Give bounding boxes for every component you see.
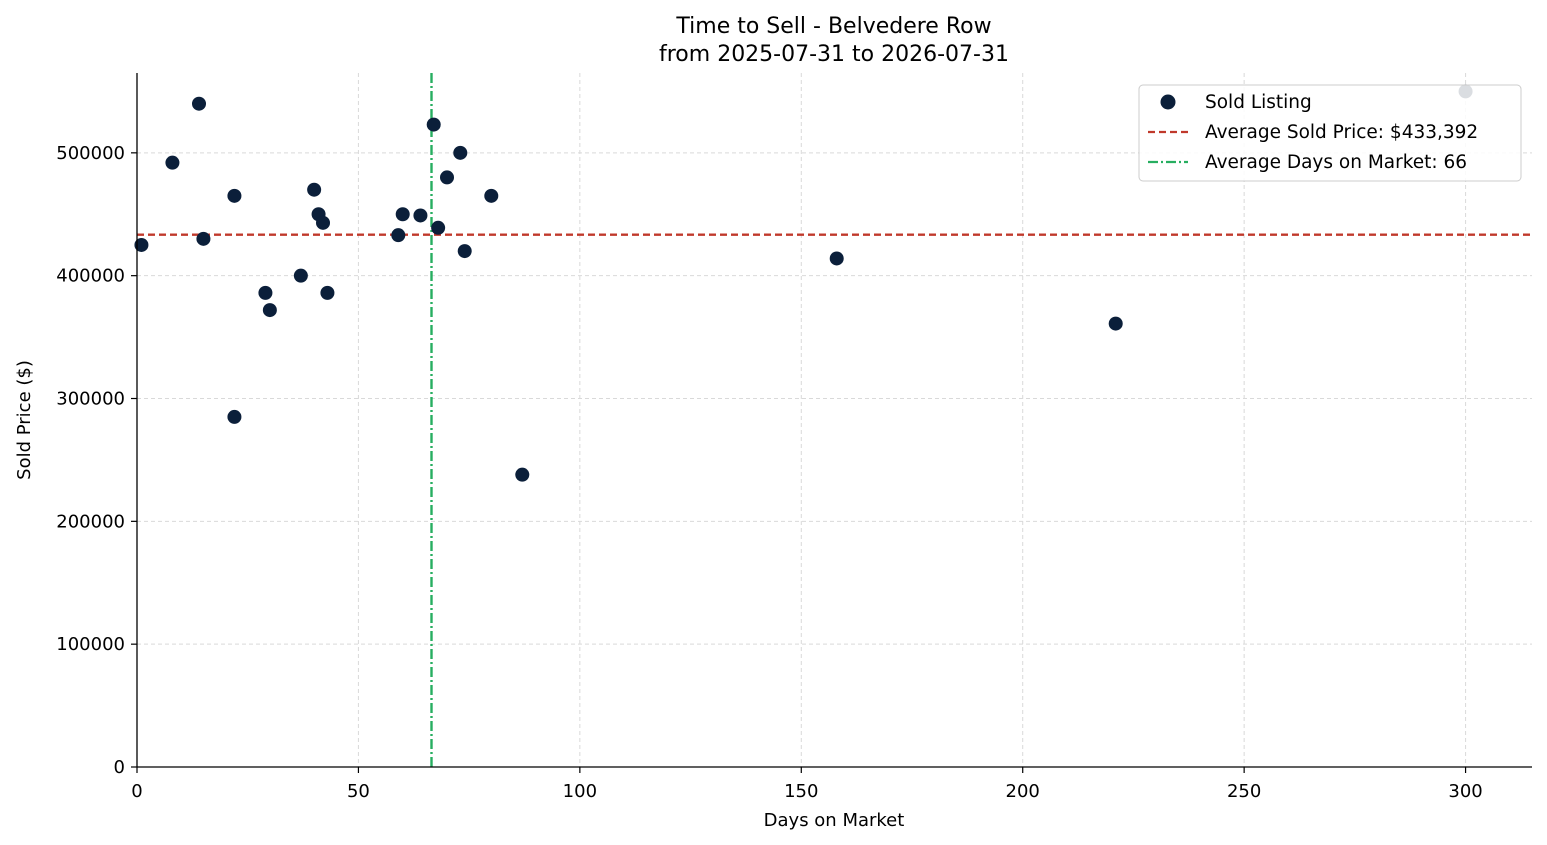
legend-box [1138, 84, 1522, 182]
scatter-point [440, 170, 454, 185]
scatter-point [829, 251, 844, 266]
scatter-point [262, 303, 277, 318]
y-tick-label: 200000 [56, 511, 125, 532]
x-tick-label: 100 [563, 781, 597, 802]
y-tick-label: 100000 [56, 634, 125, 655]
reference-lines [137, 73, 1532, 767]
scatter-point [258, 285, 273, 300]
legend-marker-sold-listing [1160, 94, 1176, 110]
legend: Sold Listing Average Sold Price: $433,39… [1138, 84, 1522, 182]
axes [136, 73, 1532, 768]
y-tick-label: 500000 [56, 143, 125, 164]
x-ticks: 0 50 100 150 200 250 300 [131, 767, 1483, 802]
x-tick-label: 50 [347, 781, 370, 802]
grid [137, 73, 1532, 767]
scatter-point [431, 220, 446, 235]
legend-label-sold-listing: Sold Listing [1205, 92, 1312, 113]
scatter-point [227, 409, 242, 424]
scatter-point [316, 215, 330, 230]
scatter-point [293, 268, 308, 283]
legend-label-average-price: Average Sold Price: $433,392 [1205, 122, 1478, 143]
scatter-point [320, 285, 335, 300]
scatter-point [227, 188, 242, 203]
chart-subtitle: from 2025-07-31 to 2026-07-31 [659, 42, 1009, 67]
scatter-point [453, 145, 468, 160]
scatter-point [1108, 316, 1123, 331]
y-tick-label: 0 [114, 757, 125, 778]
scatter-point [413, 208, 428, 223]
x-tick-label: 150 [784, 781, 818, 802]
scatter-point [457, 244, 472, 259]
x-tick-label: 200 [1006, 781, 1040, 802]
y-tick-label: 400000 [56, 266, 125, 287]
scatter-point [196, 231, 211, 246]
y-tick-label: 300000 [56, 389, 125, 410]
scatter-point [484, 188, 499, 203]
scatter-point [426, 117, 441, 132]
scatter-point [134, 237, 149, 252]
scatter-point [165, 155, 180, 170]
chart-title: Time to Sell - Belvedere Row [675, 14, 991, 39]
scatter-point [515, 467, 530, 482]
x-tick-label: 300 [1448, 781, 1482, 802]
y-ticks: 0 100000 200000 300000 400000 500000 [56, 143, 137, 778]
y-axis-label: Sold Price ($) [14, 360, 35, 480]
scatter-point [192, 96, 206, 111]
x-tick-label: 0 [131, 781, 142, 802]
x-tick-label: 250 [1227, 781, 1261, 802]
x-axis-label: Days on Market [764, 810, 905, 831]
legend-label-average-days: Average Days on Market: 66 [1205, 152, 1467, 173]
data-points [134, 84, 1473, 482]
scatter-point [395, 207, 410, 222]
scatter-point [307, 182, 322, 197]
scatter-point [391, 228, 406, 243]
